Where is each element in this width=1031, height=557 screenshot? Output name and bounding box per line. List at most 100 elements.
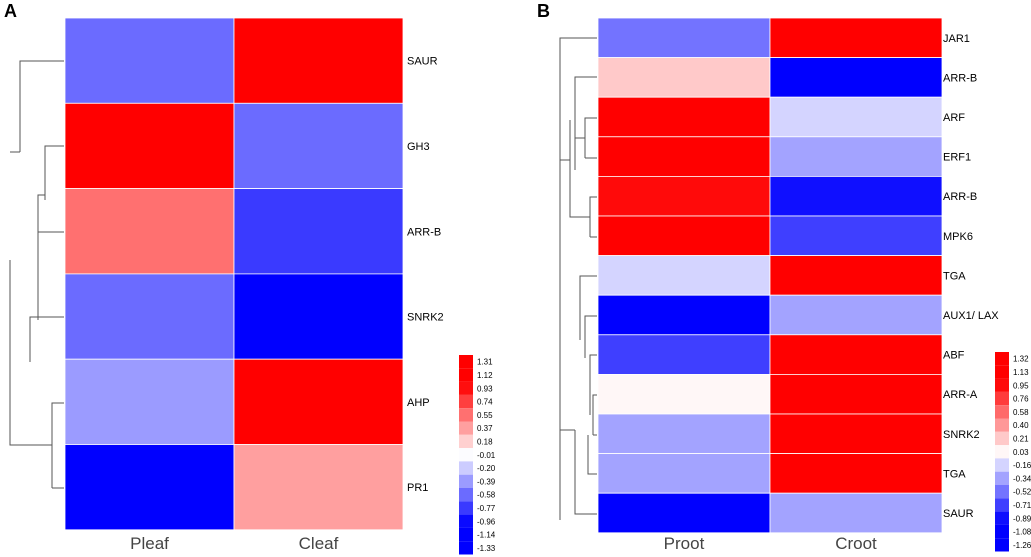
dendrogram-branch	[51, 402, 64, 488]
heatmap-cell	[769, 492, 943, 534]
legend-label: -0.96	[477, 517, 496, 526]
heatmap-cell	[597, 96, 771, 138]
panel-a-letter: A	[4, 1, 17, 21]
row-label: TGA	[943, 468, 966, 480]
row-label: JAR1	[943, 33, 970, 45]
legend-label: 0.18	[477, 437, 493, 446]
column-label: Pleaf	[130, 534, 169, 553]
legend-swatch	[459, 527, 473, 542]
legend-swatch	[459, 514, 473, 528]
legend-label: 0.93	[477, 384, 493, 393]
legend-label: 0.55	[477, 411, 493, 420]
heatmap-cell	[64, 273, 235, 360]
legend-swatch	[995, 352, 1009, 366]
legend-swatch	[995, 405, 1009, 419]
legend-swatch	[459, 381, 473, 395]
legend-label: 1.12	[477, 371, 493, 380]
legend-swatch	[459, 461, 473, 475]
dendrogram-branch	[589, 354, 597, 415]
dendrogram-branch	[589, 196, 597, 237]
row-label: ARR-B	[943, 191, 977, 203]
heatmap-cell	[597, 215, 771, 256]
heatmap-cell	[233, 358, 404, 445]
legend-swatch	[459, 434, 473, 449]
column-label: Croot	[835, 534, 877, 553]
panel-b-letter: B	[537, 1, 550, 21]
heatmap-cell	[769, 255, 943, 296]
dendrogram-branch	[44, 145, 64, 200]
legend-label: -0.01	[477, 451, 496, 460]
legend-label: 1.13	[1013, 368, 1029, 377]
legend-swatch	[995, 471, 1009, 485]
heatmap-cell	[597, 294, 771, 336]
legend-swatch	[995, 378, 1009, 392]
heatmap-cell	[597, 413, 771, 454]
legend-label: -0.16	[1013, 461, 1031, 470]
legend-label: -1.08	[1013, 528, 1031, 537]
legend-swatch	[459, 448, 473, 462]
row-label: SNRK2	[943, 429, 980, 441]
heatmap-cell	[769, 334, 943, 375]
legend-label: 0.76	[1013, 395, 1029, 404]
dendrogram-branch	[574, 76, 597, 170]
row-label: SAUR	[943, 508, 974, 520]
legend-label: -1.33	[477, 544, 496, 553]
row-label: ERF1	[943, 152, 971, 164]
legend-swatch	[995, 365, 1009, 379]
color-legend: 1.31 1.12 0.93 0.74 0.55 0.37 0.18 -0.01 -0.20 -0…	[459, 355, 496, 555]
heatmap-panel-b: JAR1 ARR-B ARF ERF1 ARR-B MPK6 TGA AUX1/ LAX ABF…	[597, 17, 1031, 553]
heatmap-cell	[769, 373, 943, 415]
heatmap-cell	[597, 255, 771, 296]
heatmap-cell	[597, 136, 771, 177]
dendrogram-branch	[37, 231, 64, 235]
legend-label: -0.77	[477, 504, 496, 513]
heatmap-cell	[769, 215, 943, 256]
heatmap-cell	[64, 444, 235, 531]
legend-label: 1.31	[477, 358, 493, 367]
legend-swatch	[995, 418, 1009, 432]
legend-swatch	[459, 368, 473, 382]
row-label: SAUR	[407, 56, 438, 68]
legend-swatch	[995, 511, 1009, 525]
legend-swatch	[459, 501, 473, 515]
legend-label: 0.21	[1013, 434, 1029, 443]
row-label: TGA	[943, 270, 966, 282]
legend-swatch	[459, 474, 473, 488]
row-label: AHP	[407, 397, 430, 409]
legend-swatch	[995, 524, 1009, 539]
dendrogram-branch	[569, 120, 590, 218]
legend-swatch	[459, 408, 473, 422]
color-legend: 1.32 1.13 0.95 0.76 0.58 0.40 0.21 0.03 -0.16 -0.…	[995, 352, 1031, 552]
heatmap-cell	[597, 334, 771, 375]
dendrogram-branch	[584, 315, 597, 358]
dendrogram-a	[9, 60, 64, 489]
legend-label: -0.34	[1013, 474, 1031, 483]
legend-swatch	[459, 541, 473, 555]
legend-label: 0.37	[477, 424, 493, 433]
row-label: ABF	[943, 350, 965, 362]
dendrogram-branch	[9, 260, 52, 446]
legend-label: -0.89	[1013, 514, 1031, 523]
heatmap-cell	[597, 17, 771, 58]
heatmap-cell	[769, 175, 943, 217]
dendrogram-branch	[574, 430, 597, 515]
legend-swatch	[995, 498, 1009, 512]
dendrogram-b	[559, 37, 597, 520]
heatmap-cell	[769, 413, 943, 454]
dendrogram-branch	[584, 117, 597, 158]
heatmap-cell	[233, 444, 404, 531]
heatmap-cell	[597, 175, 771, 217]
legend-swatch	[459, 355, 473, 369]
legend-label: -0.58	[477, 491, 496, 500]
heatmap-cell	[64, 358, 235, 445]
legend-label: 0.74	[477, 398, 493, 407]
legend-label: -0.39	[477, 477, 496, 486]
heatmap-cell	[597, 453, 771, 494]
legend-label: -0.52	[1013, 488, 1031, 497]
row-label: ARR-A	[943, 389, 978, 401]
heatmap-cell	[597, 373, 771, 415]
legend-swatch	[995, 445, 1009, 459]
heatmap-cell	[597, 57, 771, 98]
dendrogram-branch	[37, 194, 45, 320]
